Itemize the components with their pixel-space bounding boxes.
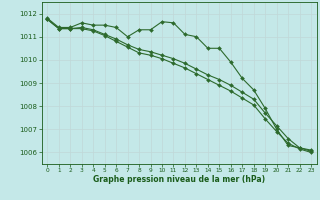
X-axis label: Graphe pression niveau de la mer (hPa): Graphe pression niveau de la mer (hPa) xyxy=(93,175,265,184)
